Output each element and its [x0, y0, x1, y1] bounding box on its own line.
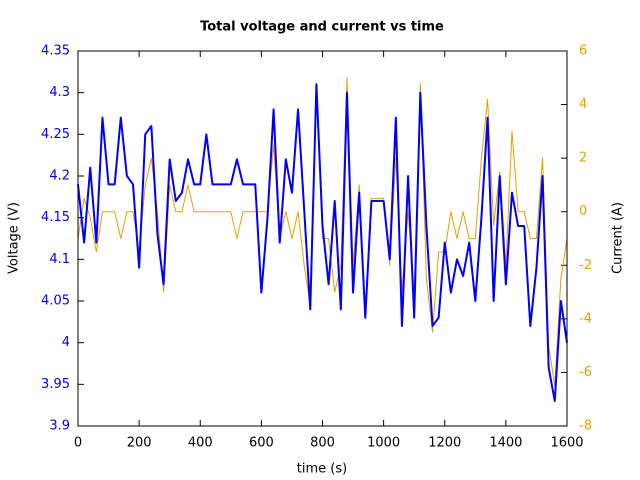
y-tick-label: 4.25 [41, 127, 70, 142]
x-tick-label: 1200 [428, 436, 461, 451]
y-tick-label: 4.15 [41, 210, 70, 225]
y2-tick-label: 6 [579, 44, 587, 59]
y-tick-label: 4.1 [49, 252, 70, 267]
y-tick-label: 4.3 [49, 85, 70, 100]
x-tick-label: 800 [310, 436, 335, 451]
x-tick-label: 1000 [367, 436, 400, 451]
y2-tick-label: -6 [579, 365, 592, 380]
x-tick-label: 1600 [550, 436, 583, 451]
x-tick-label: 400 [188, 436, 213, 451]
y2-tick-label: 0 [579, 204, 587, 219]
y2-tick-label: -2 [579, 258, 592, 273]
y2-tick-label: 2 [579, 151, 587, 166]
y-tick-label: 4.35 [41, 44, 70, 59]
x-tick-label: 200 [127, 436, 152, 451]
y-axis-label: Voltage (V) [7, 202, 22, 274]
x-axis-label: time (s) [297, 462, 347, 477]
series-line [77, 83, 568, 402]
y-tick-label: 3.9 [49, 419, 70, 434]
y-tick-label: 4 [62, 335, 70, 350]
y2-tick-label: 4 [579, 97, 587, 112]
y-tick-label: 4.2 [49, 169, 70, 184]
y2-tick-label: -8 [579, 419, 592, 434]
y-tick-label: 4.05 [41, 294, 70, 309]
y2-axis-label: Current (A) [611, 202, 626, 274]
y-tick-label: 3.95 [41, 377, 70, 392]
x-tick-label: 1400 [489, 436, 522, 451]
series-line [77, 77, 568, 387]
y2-tick-label: -4 [579, 311, 592, 326]
chart-title: Total voltage and current vs time [200, 20, 444, 35]
plot-frame [77, 50, 568, 427]
x-tick-label: 0 [74, 436, 82, 451]
x-tick-label: 600 [249, 436, 274, 451]
